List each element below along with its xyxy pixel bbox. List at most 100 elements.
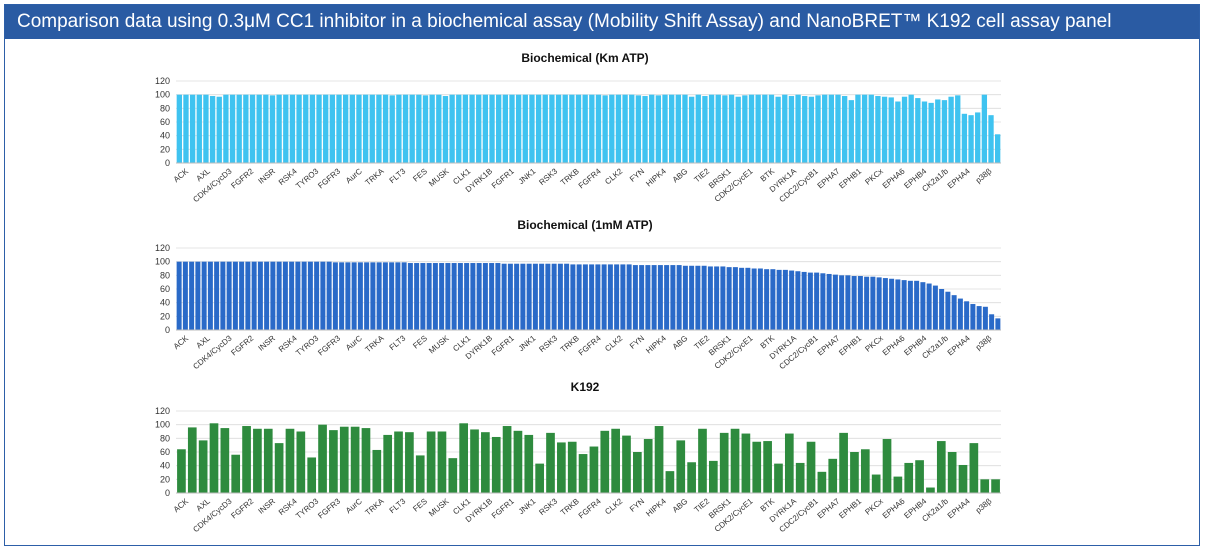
chart-1-bar	[549, 94, 555, 163]
chart-2-bar	[595, 264, 601, 330]
chart-2-x-tick-label: p38β	[974, 333, 994, 352]
chart-2-bar	[232, 261, 238, 330]
chart-1-bar	[243, 94, 249, 163]
chart-3-bar	[437, 431, 447, 493]
chart-1-y-tick-label: 120	[155, 76, 170, 86]
chart-3-bar	[448, 458, 458, 493]
chart-2-bar	[270, 261, 276, 330]
chart-2-bar	[201, 261, 207, 330]
chart-1-bar	[948, 96, 954, 163]
chart-1-bar	[735, 96, 741, 163]
chart-2-bar	[895, 279, 901, 330]
chart-3-bar	[991, 479, 1000, 493]
chart-2-x-tick-label: EPHA6	[881, 333, 907, 357]
chart-1-bar	[296, 94, 302, 163]
chart-3-bar	[774, 463, 783, 493]
chart-2-x-tick-label: TRKA	[363, 333, 386, 354]
chart-2-bar	[639, 265, 645, 330]
chart-3-bar	[589, 446, 599, 493]
chart-2-bar	[932, 285, 938, 330]
chart-3-bar	[220, 428, 230, 493]
chart-1-bar	[682, 94, 688, 163]
chart-2-y-tick-label: 100	[155, 257, 170, 267]
chart-2-y-tick-label: 20	[160, 311, 170, 321]
chart-1-bar	[901, 96, 908, 163]
chart-1-bar	[868, 94, 874, 163]
chart-1-bar	[449, 94, 455, 163]
chart-1-title: Biochemical (Km ATP)	[521, 51, 648, 65]
chart-2-bar	[782, 269, 788, 330]
chart-3-y-tick-label: 0	[165, 488, 170, 498]
chart-1-bar	[263, 94, 269, 163]
chart-2-bar	[501, 263, 507, 330]
chart-3-bar	[285, 428, 295, 493]
chart-1-bar	[728, 94, 735, 163]
chart-2-y-tick-label: 40	[160, 298, 170, 308]
chart-2-bar	[651, 265, 657, 330]
chart-2-bar	[707, 266, 713, 330]
chart-3-x-tick-label: JNK1	[517, 496, 538, 516]
chart-3-x-tick-label: AurC	[344, 496, 364, 515]
chart-1-bar	[482, 94, 489, 163]
chart-2-bar	[282, 261, 288, 330]
chart-1-bar	[602, 95, 608, 163]
chart-1-bar	[256, 94, 262, 163]
chart-1-bar	[469, 94, 475, 163]
chart-2-bar	[564, 263, 570, 330]
chart-1-x-tick-label: CDK4/CycD3	[191, 166, 234, 204]
chart-1-bar	[409, 94, 415, 163]
chart-2-bar	[295, 261, 301, 330]
chart-2-bar	[695, 265, 701, 330]
chart-3-bar	[296, 431, 306, 493]
chart-2-bar	[214, 261, 220, 330]
chart-2-x-tick-label: HIPK4	[644, 333, 668, 355]
chart-2-bar	[614, 264, 620, 330]
chart-3-bar	[860, 449, 870, 493]
chart-1-x-tick-label: MUSK	[427, 166, 451, 188]
chart-3-bar	[242, 426, 251, 493]
chart-1-bar	[189, 94, 196, 163]
chart-1-x-tick-label: EPHB1	[837, 166, 863, 190]
chart-1-x-tick-label: EPHA6	[881, 166, 907, 190]
chart-2-bar	[751, 268, 757, 330]
chart-1-bar	[422, 95, 429, 163]
chart-2-bar	[376, 262, 382, 330]
chart-3-bar	[459, 423, 468, 493]
chart-3-bar	[513, 430, 523, 493]
chart-2-bar	[495, 263, 501, 330]
chart-3-bar	[231, 454, 241, 493]
chart-3-bar	[557, 442, 566, 493]
chart-2-bar	[445, 263, 451, 330]
chart-2-bar	[957, 298, 963, 330]
chart-1-bar	[828, 94, 834, 163]
chart-1-bar	[848, 100, 854, 163]
chart-1-bar	[928, 102, 934, 163]
chart-3-bar	[969, 443, 979, 493]
chart-2-bar	[414, 263, 420, 330]
chart-1-bar	[436, 94, 442, 163]
chart-3-bar	[676, 440, 686, 493]
chart-1-bar	[615, 94, 622, 163]
chart-1-bar	[569, 94, 575, 163]
chart-3-bar	[481, 432, 490, 493]
chart-2-bar	[395, 262, 401, 330]
chart-1-bar	[442, 96, 449, 163]
chart-1-bar	[841, 96, 848, 163]
chart-2-bar	[745, 267, 751, 330]
chart-2-bar	[182, 261, 188, 330]
chart-2-x-tick-label: INSR	[257, 334, 278, 353]
chart-2-bar	[489, 263, 495, 330]
chart-3-bar	[806, 441, 816, 493]
chart-1-bar	[562, 94, 568, 163]
chart-3-bar	[687, 462, 696, 493]
chart-1-bar	[176, 94, 182, 163]
chart-3-y-tick-label: 40	[160, 461, 170, 471]
chart-3-x-tick-label: TRKA	[363, 496, 386, 517]
chart-3-bar	[784, 433, 794, 493]
chart-2-bar	[364, 262, 370, 330]
chart-2-bar	[732, 267, 738, 330]
chart-1-bar	[382, 94, 389, 163]
chart-2-bar	[664, 265, 670, 330]
chart-2-y-tick-label: 80	[160, 270, 170, 280]
chart-2-x-tick-label: EPHA7	[816, 333, 842, 357]
